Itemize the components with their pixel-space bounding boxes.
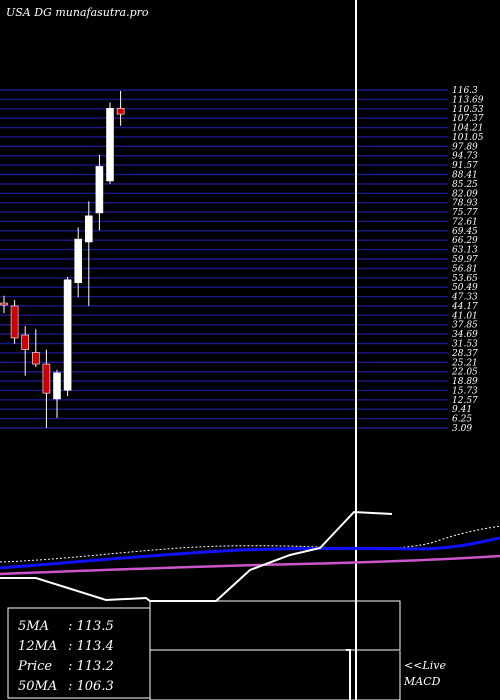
candle-body [74,238,82,283]
moving-average-lines [0,525,500,576]
y-tick-label: 59.97 [452,255,478,265]
stats-box [7,607,151,699]
candle-body [0,302,8,306]
stat-value: : 113.4 [68,639,114,654]
y-tick-label: 116.3 [452,86,478,96]
y-tick-label: 91.57 [452,161,478,171]
y-tick-label: 82.09 [452,189,478,199]
y-tick-label: 110.53 [452,105,484,115]
y-tick-label: 72.61 [452,217,478,227]
stat-label: Price [17,659,52,674]
y-tick-label: 37.85 [452,321,478,331]
chart-title: USA DG munafasutra.pro [6,6,149,19]
macd-live-label: <<Live [404,659,446,672]
y-tick-label: 44.17 [451,302,478,312]
stat-label: 5MA [18,619,49,634]
macd-label: MACD [403,675,441,688]
y-tick-label: 85.25 [452,180,478,190]
y-tick-label: 75.77 [452,208,478,218]
candles [0,90,125,428]
macd-panel [0,510,401,700]
y-tick-label: 63.13 [452,246,478,256]
ma-long-line [0,554,500,576]
y-tick-label: 101.05 [452,133,484,143]
y-tick-label: 9.41 [452,405,472,415]
y-tick-label: 18.89 [452,377,478,387]
stats-panel: 5MA : 113.5 12MA : 113.4 Price : 113.2 50MA : 1… [7,607,151,699]
candle-body [95,166,104,214]
y-tick-label: 3.09 [452,424,472,434]
y-tick-label: 56.81 [452,264,478,274]
ma-short-line [0,525,500,563]
y-tick-label: 104.21 [452,124,484,134]
stat-value: : 113.5 [68,619,114,634]
y-tick-label: 78.93 [452,199,478,209]
candle-body [31,352,40,365]
candle-body [106,108,114,182]
candle-body [10,305,19,339]
y-tick-label: 97.89 [452,142,478,152]
macd-drop-line [346,649,351,700]
y-tick-label: 69.45 [452,227,478,237]
stat-value: : 106.3 [68,679,114,694]
price-grid [0,0,448,700]
y-tick-label: 31.53 [452,340,478,350]
y-tick-label: 53.65 [452,274,478,284]
candle-body [42,363,51,394]
y-tick-label: 28.37 [451,349,478,359]
y-tick-label: 22.05 [451,368,478,378]
candle-body [63,279,72,391]
y-tick-label: 6.25 [452,415,472,425]
stat-value: : 113.2 [68,659,114,674]
y-tick-label: 34.69 [452,330,478,340]
y-tick-label: 50.49 [452,283,478,293]
stat-label: 50MA [18,679,57,694]
candle-body [116,108,125,115]
candle-body [85,215,93,243]
y-tick-label: 66.29 [452,236,478,246]
candle-body [21,334,30,350]
y-axis-labels: 116.3113.69110.53107.37104.21101.0597.89… [451,86,484,434]
y-tick-label: 15.73 [452,386,478,396]
stat-label: 12MA [18,639,57,654]
y-tick-label: 25.21 [451,358,478,368]
y-tick-label: 47.33 [451,293,478,303]
macd-line [0,510,393,602]
ma-mid-line [0,536,500,570]
y-tick-label: 94.73 [452,152,478,162]
y-tick-label: 113.69 [452,95,484,105]
candle-body [53,372,61,400]
y-tick-label: 88.41 [452,171,478,181]
y-tick-label: 41.01 [451,311,478,321]
y-tick-label: 12.57 [452,396,478,406]
y-tick-label: 107.37 [452,114,484,124]
